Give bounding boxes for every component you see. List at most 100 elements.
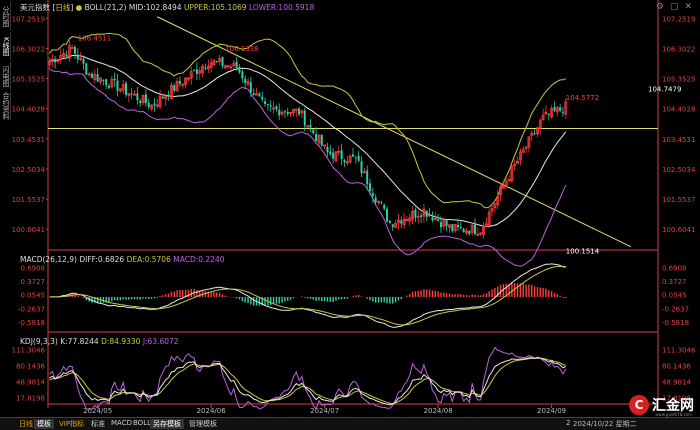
candle-body — [482, 225, 485, 235]
macd-dea: DEA:0.5706 — [126, 255, 171, 264]
main-legend: 美元指数 [日线] ● BOLL(21,2) MID:102.8494 UPPE… — [20, 3, 315, 12]
candle-body — [90, 73, 93, 79]
candle-body — [193, 70, 196, 72]
y-tick-right: 106.3022 — [662, 45, 695, 53]
candle-body — [50, 58, 54, 63]
macd-tick-left: 0.6908 — [21, 265, 46, 273]
boll-upper-line — [49, 32, 566, 209]
period-label: 日线 — [55, 3, 71, 12]
macd-tick-left: -0.2637 — [18, 305, 45, 313]
macd-tick-right: -0.5818 — [662, 319, 689, 327]
tab-timeshare[interactable]: 分时图 — [0, 2, 11, 30]
bottom-save-template[interactable]: 另存模板 — [150, 419, 184, 429]
boll-label: BOLL(21,2) — [84, 3, 127, 12]
candle-body — [474, 224, 476, 235]
candle-body — [102, 80, 105, 82]
candle-body — [496, 196, 500, 206]
bottom-vip-indicator[interactable]: VIP指标 — [59, 420, 85, 428]
candle-body — [249, 82, 252, 93]
candle-body — [130, 93, 133, 95]
candle-body — [141, 95, 145, 104]
kdj-j: J:63.6072 — [142, 337, 179, 346]
candle-body — [332, 152, 335, 159]
boll-mid: MID:102.8494 — [128, 3, 182, 12]
candle-body — [184, 77, 187, 85]
candle-body — [369, 183, 372, 192]
candle-body — [323, 144, 327, 147]
candle-body — [275, 106, 278, 110]
bottom-boll[interactable]: BOLL — [133, 419, 151, 427]
candle-body — [521, 149, 525, 153]
candle-body — [209, 62, 213, 68]
kdj-tick-left: 48.9814 — [16, 378, 45, 386]
candle-body — [278, 109, 281, 116]
candle-body — [553, 106, 556, 112]
kdj-tick-left: 17.8198 — [16, 394, 45, 402]
candle-body — [96, 74, 99, 82]
chart-canvas[interactable]: 107.2519 107.2519 106.3022 106.3022 105.3525… — [0, 0, 700, 418]
candle-body — [161, 96, 164, 99]
candle-body — [470, 224, 474, 233]
candle-body — [431, 216, 434, 221]
candle-body — [309, 124, 312, 128]
close-icon[interactable]: ✕ — [684, 2, 692, 12]
logo-icon: C — [629, 395, 649, 415]
bottom-macd[interactable]: MACD — [111, 419, 132, 427]
y-tick-right: 104.4028 — [662, 106, 695, 114]
candle-body — [255, 93, 258, 96]
bottom-manage-template[interactable]: 管理模板 — [189, 420, 217, 428]
candle-body — [189, 71, 193, 79]
y-tick-left: 103.4531 — [12, 136, 45, 144]
candle-body — [465, 230, 468, 234]
candle-body — [133, 93, 136, 96]
bottom-template[interactable]: 模板 — [34, 419, 54, 429]
candle-body — [422, 208, 426, 217]
macd-tick-right: 0.6908 — [662, 265, 687, 273]
candle-body — [555, 107, 559, 113]
candle-body — [371, 192, 374, 196]
candle-body — [125, 82, 128, 95]
candle-body — [303, 110, 306, 126]
candle-body — [280, 111, 284, 115]
tab-kline[interactable]: K线图 — [0, 32, 11, 60]
candle-body — [559, 107, 562, 111]
candle-body — [366, 170, 369, 185]
kdj-tick-left: 80.1436 — [16, 362, 45, 370]
y-tick-left: 104.4028 — [12, 106, 45, 114]
candle-body — [377, 201, 380, 203]
candle-body — [408, 217, 412, 222]
macd-label: MACD(26,12,9) — [20, 255, 77, 264]
candle-body — [357, 155, 360, 161]
macd-diff: DIFF:0.6826 — [79, 255, 125, 264]
candle-body — [204, 67, 207, 69]
tab-contract-info[interactable]: 合约资料 — [2, 92, 11, 120]
candle-body — [298, 108, 301, 115]
bottom-standard[interactable]: 标准 — [91, 420, 105, 428]
candle-body — [108, 85, 110, 88]
bottom-period[interactable]: 日线 — [19, 420, 33, 428]
candle-body — [414, 209, 417, 218]
candle-body — [181, 83, 185, 86]
candle-body — [195, 69, 198, 75]
candle-body — [451, 224, 454, 232]
y-tick-left: 101.5537 — [12, 196, 45, 204]
candle-body — [235, 61, 238, 69]
settings-icon[interactable]: ⚙ — [655, 2, 664, 12]
candle-body — [167, 94, 170, 97]
logo-url: www.gold678.com — [655, 412, 692, 417]
macd-tick-left: 0.0545 — [21, 292, 46, 300]
window-icon[interactable]: ▢ — [669, 2, 679, 12]
macd-tick-right: 0.0545 — [662, 292, 687, 300]
candle-body — [187, 77, 190, 80]
tab-lightning[interactable]: 闪电图 — [0, 62, 11, 90]
candle-body — [388, 220, 391, 224]
candle-body — [206, 65, 210, 70]
candle-body — [300, 110, 304, 114]
candle-body — [374, 197, 377, 202]
candle-body — [476, 233, 480, 236]
candle-body — [400, 220, 403, 224]
candle-body — [448, 224, 451, 228]
candle-body — [538, 120, 542, 129]
y-tick-right: 101.5537 — [662, 196, 695, 204]
candle-body — [56, 58, 60, 62]
